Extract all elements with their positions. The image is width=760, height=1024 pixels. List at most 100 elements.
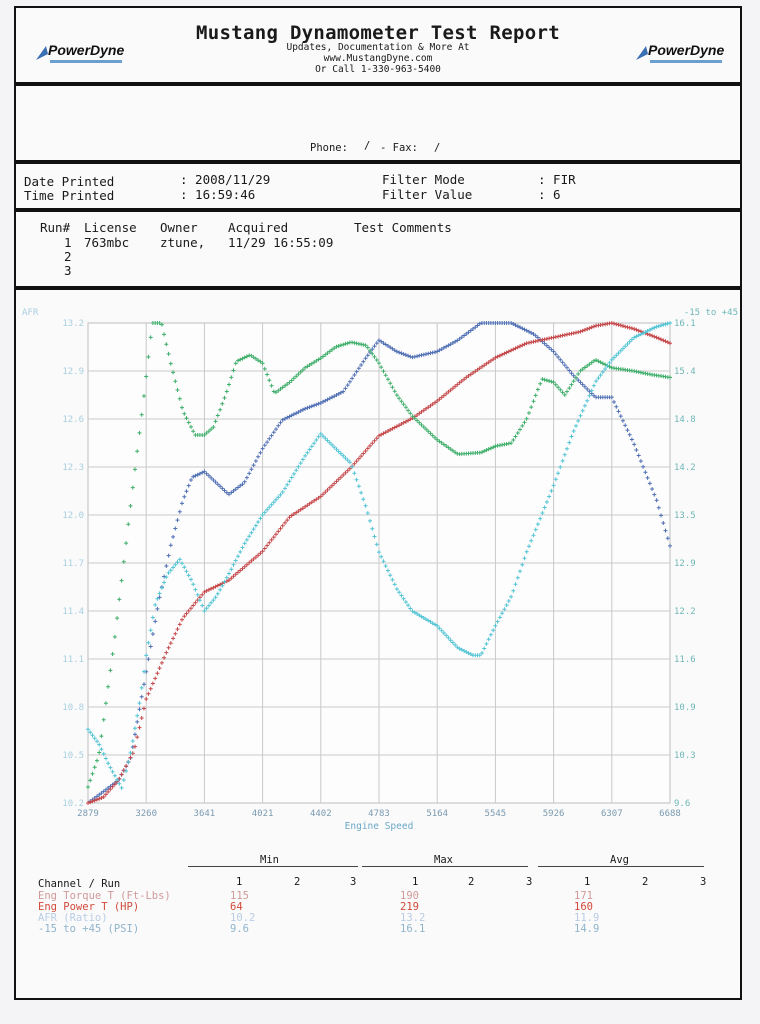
phone-label: Phone: — [310, 142, 348, 154]
summary-channel-label: Eng Torque T (Ft-Lbs) — [38, 890, 171, 902]
right-tick-label: 10.9 — [674, 703, 696, 713]
run-3-number: 3 — [64, 263, 72, 278]
left-tick-label: 10.5 — [62, 751, 84, 761]
filter-value-label: Filter Value — [382, 187, 473, 202]
x-tick-label: 6307 — [601, 809, 623, 819]
dyno-chart: 2879 3260 3641 4021 4402 4783 5164 5545 5926 6307… — [22, 308, 738, 832]
date-printed-label: Date Printed — [24, 174, 115, 189]
summary-avg-value: 171 — [574, 890, 593, 902]
logo-text-right: PowerDyne — [648, 42, 725, 58]
print-info-box: Date Printed : 2008/11/29 Time Printed :… — [14, 162, 742, 210]
header-line-3: Or Call 1-330-963-5400 — [315, 64, 441, 75]
summary-channel-label: -15 to +45 (PSI) — [38, 923, 140, 935]
run-1-acquired: 11/29 16:55:09 — [228, 235, 334, 250]
left-tick-label: 13.2 — [62, 319, 84, 329]
summary-max-value: 16.1 — [400, 923, 426, 935]
chart-box: 2879 3260 3641 4021 4402 4783 5164 5545 5926 6307… — [14, 288, 742, 1000]
right-tick-label: 12.2 — [674, 607, 696, 617]
right-tick-label: 9.6 — [674, 799, 690, 809]
right-tick-label: 16.1 — [674, 319, 696, 329]
summary-group-min: Min — [260, 854, 279, 866]
right-axis-label: -15 to +45 — [684, 308, 738, 318]
time-printed-value: : 16:59:46 — [180, 187, 256, 202]
left-tick-label: 10.2 — [62, 799, 84, 809]
summary-avg-run-1: 1 — [584, 876, 591, 888]
summary-min-run-2: 2 — [294, 876, 301, 888]
report-header: PowerDyne PowerDyne Mustang Dynamometer … — [14, 6, 742, 84]
summary-min-value: 64 — [230, 901, 243, 913]
summary-max-run-2: 2 — [468, 876, 475, 888]
logo-text-left: PowerDyne — [48, 42, 125, 58]
phone-value: / — [364, 140, 371, 152]
x-tick-label: 3641 — [194, 809, 216, 819]
series-line — [86, 321, 672, 790]
time-printed-label: Time Printed — [24, 188, 115, 203]
filter-mode-value: : FIR — [538, 172, 576, 187]
runs-header-comments: Test Comments — [354, 220, 452, 235]
date-printed-value: : 2008/11/29 — [180, 172, 271, 187]
right-tick-label: 13.5 — [674, 511, 696, 521]
summary-channel-label: AFR (Ratio) — [38, 912, 108, 924]
left-tick-label: 12.3 — [62, 463, 84, 473]
summary-avg-value: 14.9 — [574, 923, 600, 935]
x-tick-label: 4021 — [252, 809, 274, 819]
left-tick-label: 12.6 — [62, 415, 84, 425]
runs-box: Run# License Owner Acquired Test Comment… — [14, 210, 742, 288]
right-tick-label: 11.6 — [674, 655, 696, 665]
x-tick-label: 4783 — [368, 809, 390, 819]
right-tick-label: 14.2 — [674, 463, 696, 473]
x-tick-label: 5545 — [485, 809, 507, 819]
fax-value: / — [434, 142, 441, 154]
summary-channel-header: Channel / Run — [38, 878, 121, 890]
contact-box: Phone: / - Fax: / — [14, 84, 742, 162]
summary-max-run-3: 3 — [526, 876, 533, 888]
header-line-2: www.MustangDyne.com — [323, 53, 433, 64]
run-1-license: 763mbc — [84, 235, 130, 250]
logo-swoosh-icon — [36, 46, 48, 60]
filter-value-value: : 6 — [538, 187, 561, 202]
summary-group-avg: Avg — [610, 854, 629, 866]
runs-header-owner: Owner — [160, 220, 198, 235]
summary-avg-value: 11.9 — [574, 912, 600, 924]
left-tick-label: 11.1 — [62, 655, 84, 665]
summary-max-value: 219 — [400, 901, 419, 913]
left-tick-label: 10.8 — [62, 703, 84, 713]
x-tick-label: 6688 — [659, 809, 681, 819]
summary-max-run-1: 1 — [412, 876, 419, 888]
summary-avg-value: 160 — [574, 901, 593, 913]
summary-group-max: Max — [434, 854, 453, 866]
runs-header-run: Run# — [40, 220, 71, 235]
filter-mode-label: Filter Mode — [382, 172, 465, 187]
x-tick-label: 2879 — [77, 809, 99, 819]
powerdyne-logo-right: PowerDyne — [632, 34, 724, 68]
right-tick-label: 12.9 — [674, 559, 696, 569]
left-tick-label: 11.4 — [62, 607, 84, 617]
summary-min-value: 10.2 — [230, 912, 256, 924]
fax-label: - Fax: — [380, 142, 418, 154]
x-axis-label: Engine Speed — [345, 821, 414, 832]
right-tick-label: 14.8 — [674, 415, 696, 425]
x-tick-label: 4402 — [310, 809, 332, 819]
x-tick-label: 5926 — [543, 809, 565, 819]
logo-swoosh-icon — [636, 46, 648, 60]
runs-header-acquired: Acquired — [228, 220, 289, 235]
summary-min-value: 115 — [230, 890, 249, 902]
x-tick-label: 5164 — [426, 809, 448, 819]
summary-max-value: 13.2 — [400, 912, 426, 924]
run-1-number: 1 — [64, 235, 72, 250]
powerdyne-logo-left: PowerDyne — [32, 34, 124, 68]
run-1-owner: ztune, — [160, 235, 206, 250]
summary-channel-label: Eng Power T (HP) — [38, 901, 140, 913]
left-tick-label: 11.7 — [62, 559, 84, 569]
summary-table: Min Max Avg Channel / Run 1 2 3 1 2 3 1 … — [16, 290, 740, 998]
x-tick-label: 3260 — [135, 809, 157, 819]
summary-min-run-3: 3 — [350, 876, 357, 888]
summary-avg-run-3: 3 — [700, 876, 707, 888]
summary-avg-run-2: 2 — [642, 876, 649, 888]
summary-min-run-1: 1 — [236, 876, 243, 888]
summary-max-value: 190 — [400, 890, 419, 902]
runs-header-license: License — [84, 220, 137, 235]
left-tick-label: 12.0 — [62, 511, 84, 521]
right-tick-label: 15.4 — [674, 367, 696, 377]
left-axis-label: AFR — [22, 308, 39, 318]
